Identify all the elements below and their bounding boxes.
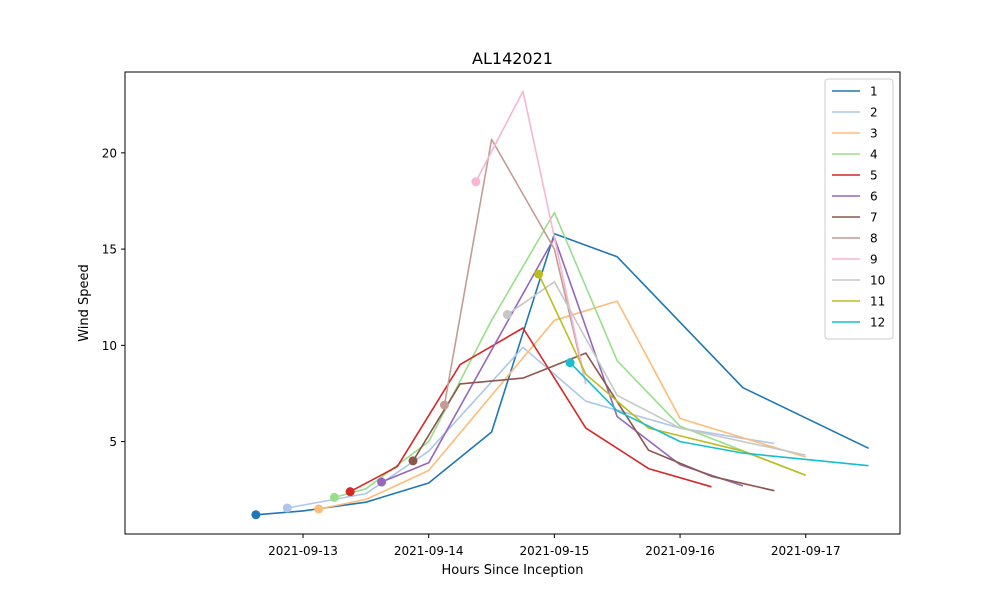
series-line-10 [506,280,806,456]
legend-label-6: 6 [870,190,878,204]
series-start-marker-1 [251,510,261,520]
legend-label-2: 2 [870,106,878,120]
series-start-marker-4 [329,492,339,502]
series-line-9 [475,90,587,385]
y-tick-label: 10 [102,339,117,353]
series-line-5 [349,327,712,493]
x-axis: 2021-09-13 2021-09-14 2021-09-15 2021-09-16… [268,534,841,558]
series-line-12 [569,362,869,467]
series-start-marker-12 [565,358,575,368]
series-line-11 [537,273,806,477]
legend-label-12: 12 [870,316,885,330]
legend-label-9: 9 [870,253,878,267]
legend-frame [824,78,894,340]
x-tick-label: 2021-09-14 [394,544,464,558]
x-tick-label: 2021-09-13 [268,544,338,558]
series-start-marker-7 [408,456,418,466]
legend-label-4: 4 [870,148,878,162]
y-axis: 5 10 15 20 [102,146,125,449]
y-tick-label: 20 [102,146,117,160]
series-start-marker-9 [471,177,481,187]
x-tick-label: 2021-09-15 [520,544,590,558]
series-line-7 [412,352,775,492]
series-line-3 [318,300,806,510]
y-tick-label: 5 [109,435,117,449]
series-start-marker-8 [439,400,449,410]
series-line-4 [334,211,806,499]
series-start-marker-2 [282,503,292,513]
series-layer [255,90,869,516]
chart-title: AL142021 [472,49,553,68]
y-axis-label: Wind Speed [77,264,92,342]
start-marker-layer [251,177,575,520]
legend-label-11: 11 [870,295,885,309]
y-tick-label: 15 [102,243,117,257]
series-start-marker-11 [534,269,544,279]
legend-label-7: 7 [870,211,878,225]
plot-area-frame [124,71,901,535]
series-start-marker-3 [314,504,324,514]
legend-label-8: 8 [870,232,878,246]
legend-label-10: 10 [870,274,885,288]
series-start-marker-10 [502,310,512,320]
x-tick-label: 2021-09-17 [771,544,841,558]
x-axis-label: Hours Since Inception [442,563,584,578]
legend-label-1: 1 [870,85,878,99]
legend-label-3: 3 [870,127,878,141]
x-tick-label: 2021-09-16 [645,544,715,558]
series-start-marker-6 [377,477,387,487]
legend-label-5: 5 [870,169,878,183]
series-start-marker-5 [345,487,355,497]
series-line-8 [443,138,587,406]
